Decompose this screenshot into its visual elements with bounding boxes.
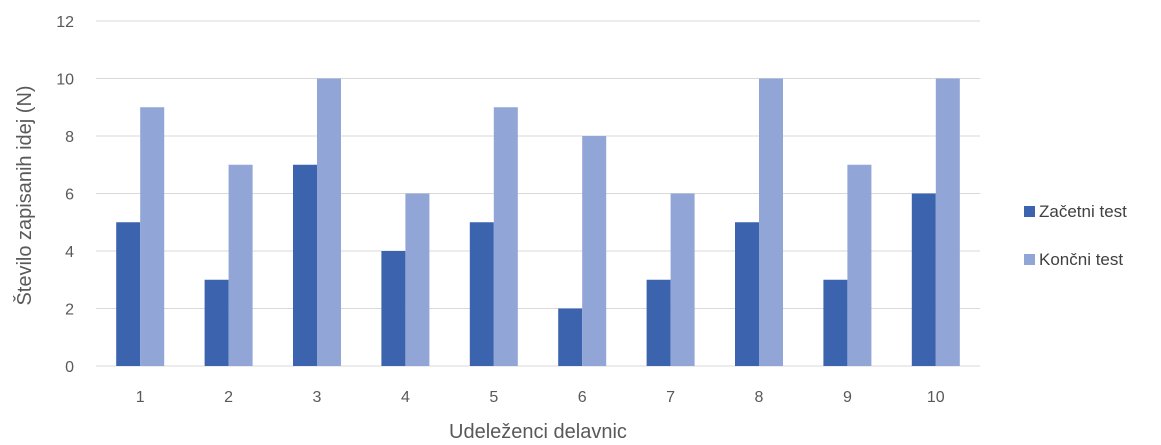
bar-koncni-2 [228,164,253,366]
x-axis-ticks: 1 2 3 4 5 6 7 8 9 10 [136,389,945,406]
bar-zacetni-3 [293,164,317,366]
y-axis-ticks: 0 2 4 6 8 10 12 [56,14,74,376]
bars [116,78,960,366]
bar-koncni-4 [405,193,430,366]
bar-zacetni-10 [911,193,936,366]
bar-zacetni-1 [116,222,141,366]
legend: Začetni test Končni test [1024,202,1127,269]
bar-zacetni-9 [823,279,848,366]
legend-label: Začetni test [1039,202,1127,221]
x-tick-label: 10 [927,389,945,406]
bar-zacetni-5 [469,222,494,366]
bar-koncni-6 [582,136,607,366]
x-tick-label: 1 [136,389,145,406]
bar-zacetni-2 [204,279,229,366]
legend-swatch [1024,206,1035,217]
bar-koncni-3 [317,78,341,366]
y-tick-label: 4 [65,244,74,261]
y-tick-label: 10 [56,72,74,89]
x-tick-label: 8 [755,389,764,406]
bar-koncni-9 [847,164,872,366]
bar-zacetni-7 [646,279,671,366]
bar-koncni-5 [493,107,518,366]
y-tick-label: 12 [56,14,74,31]
legend-swatch [1024,254,1035,265]
bar-zacetni-6 [558,308,583,366]
y-tick-label: 2 [65,302,74,319]
x-tick-label: 7 [666,389,675,406]
bar-zacetni-4 [381,251,406,366]
x-tick-label: 6 [578,389,587,406]
x-tick-label: 5 [489,389,498,406]
y-tick-label: 0 [65,359,74,376]
x-tick-label: 9 [843,389,852,406]
x-tick-label: 3 [313,389,322,406]
bar-koncni-8 [759,78,783,366]
y-axis-title: Število zapisanih idej (N) [13,85,36,305]
x-tick-label: 4 [401,389,410,406]
bar-koncni-1 [140,107,165,366]
x-tick-label: 2 [224,389,233,406]
y-tick-label: 6 [65,187,74,204]
bar-koncni-7 [670,193,695,366]
bar-zacetni-8 [735,222,759,366]
y-tick-label: 8 [65,129,74,146]
x-axis-title: Udeleženci delavnic [449,421,627,443]
legend-label: Končni test [1039,250,1123,269]
bar-koncni-10 [935,78,960,366]
